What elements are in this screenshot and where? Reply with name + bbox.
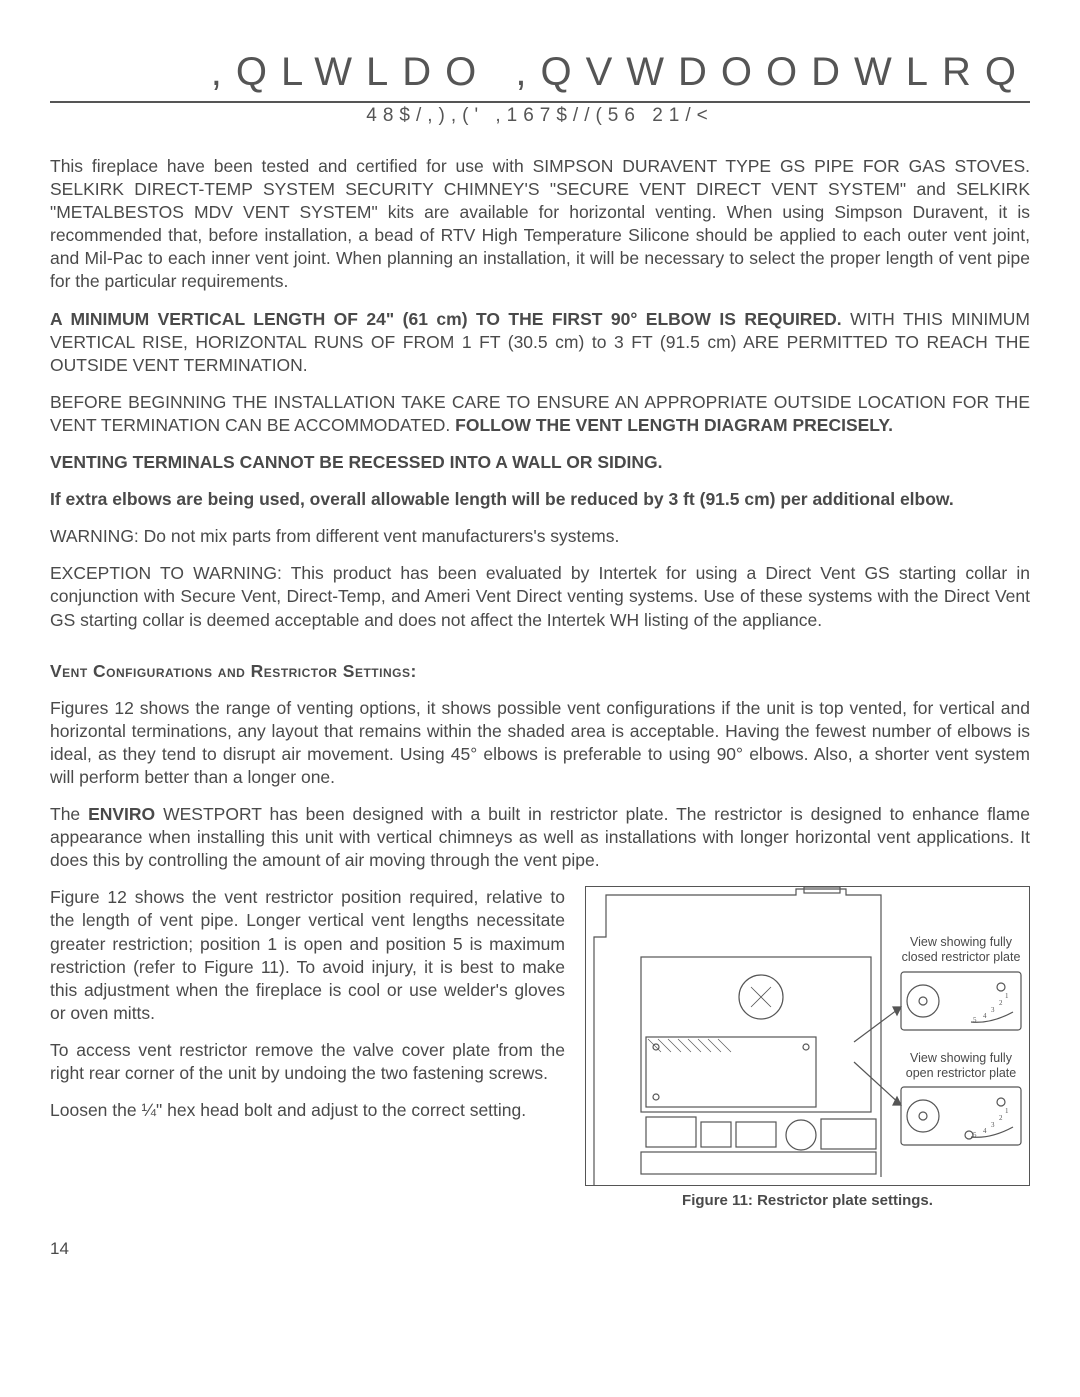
paragraph: The ENVIRO WESTPORT has been designed wi… [50, 803, 1030, 872]
paragraph: Loosen the ¼" hex head bolt and adjust t… [50, 1099, 565, 1122]
paragraph: BEFORE BEGINNING THE INSTALLATION TAKE C… [50, 391, 1030, 437]
figure-label-open: View showing fully open restrictor plate [901, 1051, 1021, 1081]
svg-text:1: 1 [1005, 992, 1009, 1000]
text: The [50, 804, 88, 824]
text: WESTPORT has been designed with a built … [50, 804, 1030, 870]
restrictor-diagram-svg: 12 345 12 [586, 887, 1029, 1185]
title-rule [50, 101, 1030, 103]
left-column: Figure 12 shows the vent restrictor posi… [50, 886, 565, 1136]
paragraph: EXCEPTION TO WARNING: This product has b… [50, 562, 1030, 631]
two-column-layout: Figure 12 shows the vent restrictor posi… [50, 886, 1030, 1209]
paragraph: To access vent restrictor remove the val… [50, 1039, 565, 1085]
body-text: This fireplace have been tested and cert… [50, 155, 1030, 1209]
svg-text:3: 3 [991, 1006, 995, 1014]
smallcaps-heading: Vent Configurations and Restrictor Setti… [50, 661, 417, 681]
figure-label-closed: View showing fully closed restrictor pla… [901, 935, 1021, 965]
svg-text:5: 5 [973, 1016, 977, 1024]
svg-text:4: 4 [983, 1012, 987, 1020]
paragraph: Figures 12 shows the range of venting op… [50, 697, 1030, 789]
bold-text: A MINIMUM VERTICAL LENGTH OF 24" (61 cm)… [50, 309, 842, 329]
right-column: 12 345 12 [585, 886, 1030, 1209]
paragraph: A MINIMUM VERTICAL LENGTH OF 24" (61 cm)… [50, 308, 1030, 377]
svg-text:1: 1 [1005, 1107, 1009, 1115]
paragraph: This fireplace have been tested and cert… [50, 155, 1030, 294]
bold-text: ENVIRO [88, 804, 155, 824]
page-subtitle: 48$/,),(' ,167$//(56 21/< [50, 105, 1030, 127]
figure-diagram: 12 345 12 [585, 886, 1030, 1186]
page-number: 14 [50, 1239, 1030, 1259]
figure-caption: Figure 11: Restrictor plate settings. [585, 1192, 1030, 1209]
paragraph-bold: If extra elbows are being used, overall … [50, 488, 1030, 511]
page: ,QLWLDO ,QVWDOODWLRQ 48$/,),(' ,167$//(5… [0, 0, 1080, 1289]
section-heading: Vent Configurations and Restrictor Setti… [50, 660, 1030, 683]
svg-text:2: 2 [999, 1114, 1003, 1122]
svg-text:4: 4 [983, 1127, 987, 1135]
paragraph: WARNING: Do not mix parts from different… [50, 525, 1030, 548]
paragraph-bold: VENTING TERMINALS CANNOT BE RECESSED INT… [50, 451, 1030, 474]
paragraph: Figure 12 shows the vent restrictor posi… [50, 886, 565, 1025]
bold-text: FOLLOW THE VENT LENGTH DIAGRAM PRECISELY… [455, 415, 893, 435]
page-title: ,QLWLDO ,QVWDOODWLRQ [50, 50, 1030, 95]
svg-text:5: 5 [973, 1131, 977, 1139]
svg-text:2: 2 [999, 999, 1003, 1007]
svg-text:3: 3 [991, 1121, 995, 1129]
